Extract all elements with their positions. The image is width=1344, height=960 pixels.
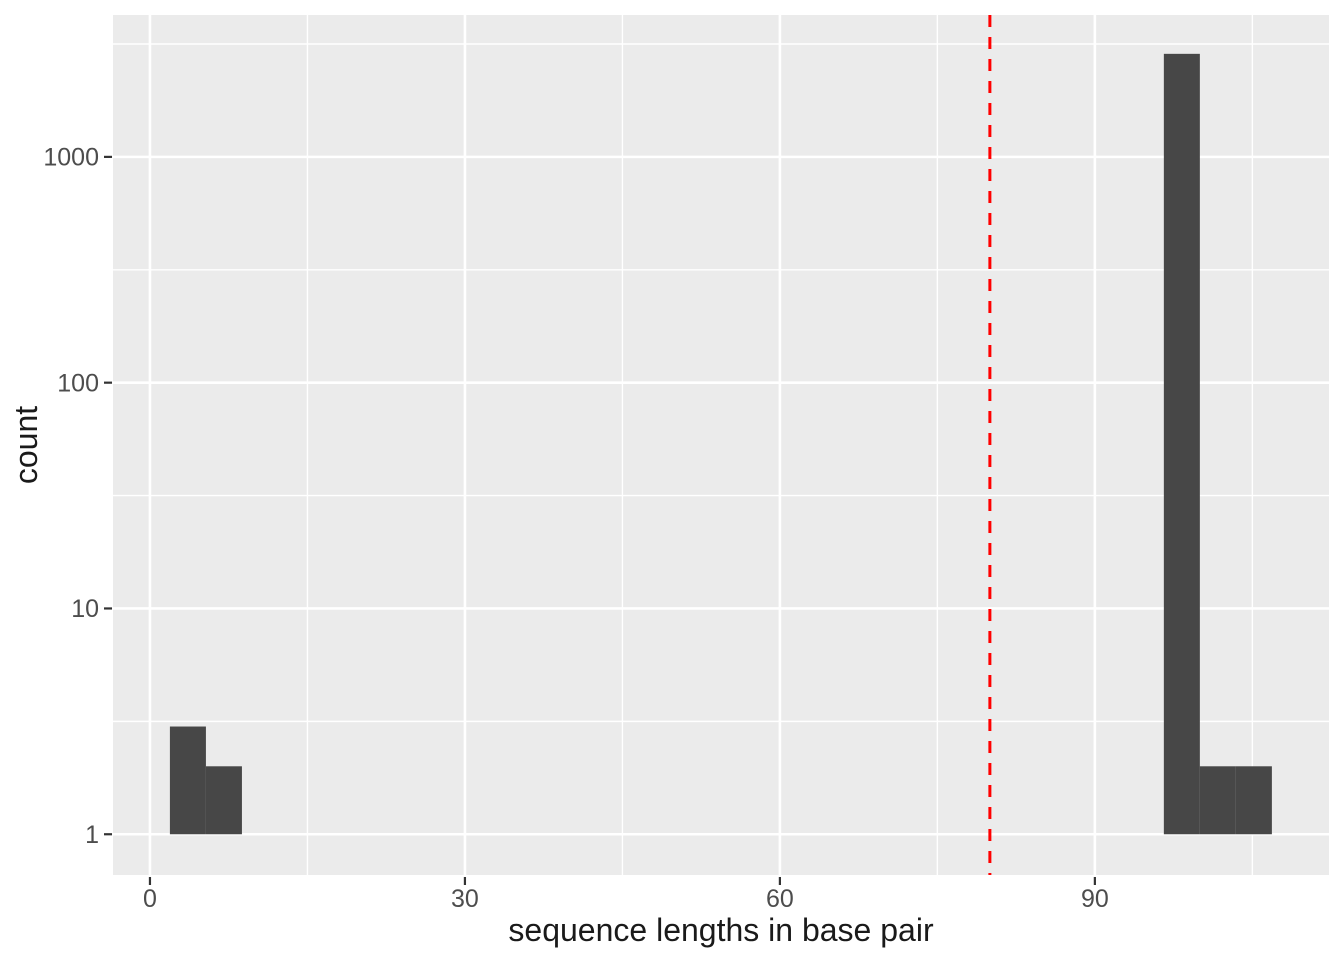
x-tick-label: 60: [766, 885, 794, 913]
y-tick-label: 10: [71, 595, 99, 623]
y-tick-label: 100: [57, 369, 99, 397]
histogram-bar: [1199, 766, 1236, 835]
histogram-bar: [205, 766, 242, 835]
x-tick-label: 0: [143, 885, 157, 913]
y-tick-label: 1: [85, 821, 99, 849]
x-tick-label: 30: [451, 885, 479, 913]
histogram-bar: [1235, 766, 1272, 835]
y-tick-label: 1000: [43, 144, 99, 172]
y-axis-title: count: [8, 406, 44, 484]
x-axis-title: sequence lengths in base pair: [508, 912, 934, 948]
x-tick-label: 90: [1081, 885, 1109, 913]
histogram-bar: [1163, 53, 1200, 835]
histogram-bar: [169, 726, 206, 835]
panel-background: [113, 15, 1329, 875]
